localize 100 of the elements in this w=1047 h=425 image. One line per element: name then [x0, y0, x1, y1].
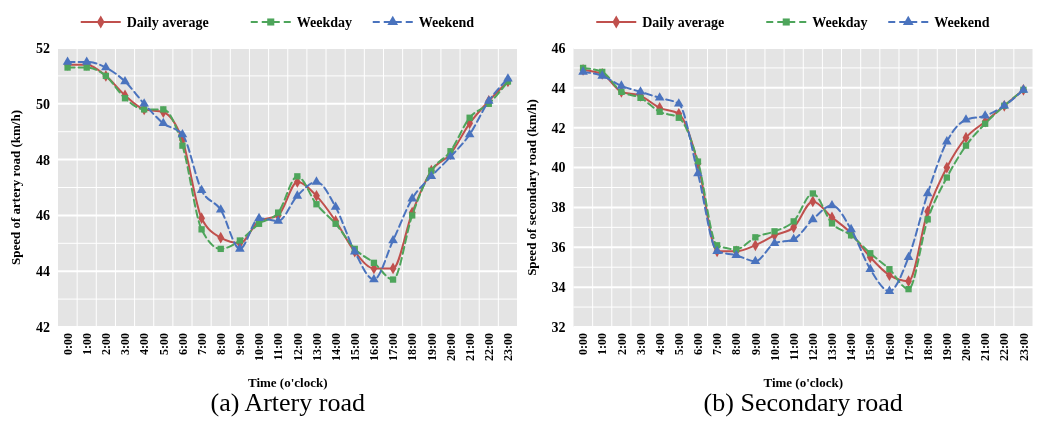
x-tick-label: 0:00: [576, 333, 591, 355]
point: [332, 220, 339, 227]
x-tick-label: 12:00: [290, 333, 305, 361]
x-tick-label: 4:00: [652, 333, 667, 355]
x-tick-label: 21:00: [978, 333, 993, 361]
point: [62, 56, 73, 65]
point: [790, 218, 797, 225]
point: [158, 117, 169, 127]
x-axis-title: Time (o'clock): [763, 375, 844, 390]
legend-label: Daily average: [642, 15, 725, 30]
x-tick-label: 0:00: [60, 333, 75, 355]
x-tick-label: 23:00: [501, 333, 516, 361]
point: [388, 234, 398, 244]
point: [235, 243, 245, 252]
y-axis-title: Speed of artery road (km/h): [8, 109, 23, 266]
point: [217, 245, 224, 253]
point: [769, 237, 780, 247]
x-tick-label: 19:00: [940, 333, 955, 361]
point: [160, 106, 167, 113]
x-tick-label: 6:00: [691, 333, 706, 355]
y-tick-label: 52: [36, 40, 50, 56]
x-tick-label: 14:00: [844, 333, 859, 361]
point: [236, 237, 244, 244]
x-tick-label: 8:00: [213, 333, 228, 355]
x-tick-label: 20:00: [443, 333, 458, 361]
point: [83, 64, 90, 71]
x-tick-label: 16:00: [367, 333, 382, 361]
point: [313, 201, 320, 208]
point: [389, 276, 397, 283]
x-tick-label: 12:00: [806, 333, 821, 361]
x-tick-label: 13:00: [825, 333, 840, 361]
point: [179, 142, 186, 149]
point: [177, 128, 188, 138]
y-axis-title: Speed of secondary road (km/h): [523, 99, 539, 276]
y-tick-label: 42: [551, 120, 566, 136]
x-tick-label: 18:00: [405, 333, 420, 361]
point: [846, 223, 856, 233]
x-tick-label: 16:00: [882, 333, 897, 361]
point: [886, 266, 893, 273]
point: [962, 142, 970, 149]
point: [809, 190, 816, 197]
point: [922, 187, 933, 197]
point: [771, 228, 778, 235]
point: [980, 110, 990, 119]
point: [121, 95, 129, 102]
x-tick-label: 4:00: [137, 333, 152, 355]
x-tick-label: 15:00: [347, 333, 362, 361]
x-tick-label: 22:00: [481, 333, 496, 361]
y-tick-label: 40: [551, 160, 566, 176]
y-tick-label: 42: [36, 319, 50, 335]
x-tick-label: 11:00: [271, 333, 286, 361]
x-tick-label: 17:00: [386, 333, 401, 361]
x-axis-title: Time (o'clock): [247, 375, 328, 390]
point: [828, 220, 836, 227]
x-tick-label: 1:00: [79, 333, 94, 355]
point: [196, 184, 207, 194]
point: [616, 80, 627, 89]
x-tick-label: 5:00: [672, 333, 686, 355]
point: [942, 136, 952, 145]
point: [466, 114, 473, 121]
point: [254, 212, 264, 221]
point: [654, 92, 665, 101]
x-tick-label: 18:00: [920, 333, 935, 361]
x-tick-label: 7:00: [194, 333, 209, 355]
y-tick-label: 36: [551, 240, 566, 256]
point: [808, 213, 818, 223]
x-tick-label: 8:00: [729, 333, 744, 355]
point: [656, 108, 663, 115]
x-tick-label: 10:00: [252, 333, 267, 361]
x-tick-label: 11:00: [786, 333, 801, 361]
legend-label: Weekday: [296, 15, 352, 30]
x-tick-label: 21:00: [462, 333, 477, 361]
point: [924, 216, 931, 223]
x-tick-label: 23:00: [1016, 333, 1031, 361]
y-tick-label: 44: [36, 264, 50, 280]
x-tick-label: 19:00: [424, 333, 439, 361]
point: [198, 226, 205, 233]
point: [255, 220, 263, 227]
point: [120, 75, 130, 85]
x-tick-label: 10:00: [767, 333, 782, 361]
x-tick-label: 5:00: [156, 333, 171, 355]
point: [750, 255, 761, 265]
point: [294, 173, 301, 180]
point: [693, 168, 703, 177]
y-tick-label: 46: [36, 208, 50, 224]
point: [865, 263, 876, 272]
point: [311, 176, 322, 185]
point: [407, 193, 417, 202]
x-tick-label: 22:00: [997, 333, 1012, 361]
x-tick-label: 2:00: [614, 333, 629, 355]
x-tick-label: 7:00: [710, 333, 725, 355]
point: [827, 199, 837, 209]
x-tick-label: 6:00: [175, 333, 190, 355]
point: [426, 170, 437, 180]
point: [637, 94, 644, 101]
point: [867, 250, 874, 257]
point: [674, 98, 684, 107]
point: [370, 259, 378, 266]
point: [275, 209, 282, 216]
point: [64, 64, 71, 71]
